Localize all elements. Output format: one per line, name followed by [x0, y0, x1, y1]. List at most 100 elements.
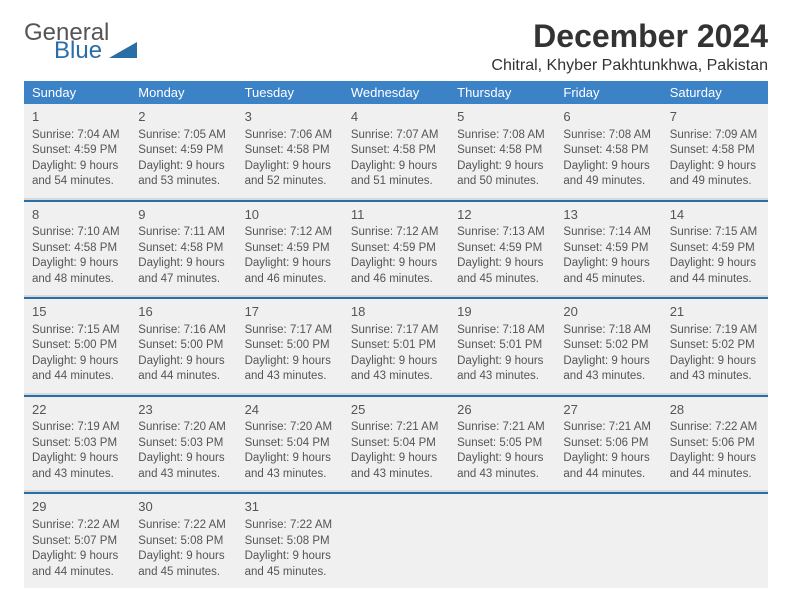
- sunrise-text: Sunrise: 7:22 AM: [670, 421, 758, 433]
- sunrise-text: Sunrise: 7:11 AM: [138, 226, 225, 238]
- daylight-text-1: Daylight: 9 hours: [245, 257, 331, 269]
- daylight-text-1: Daylight: 9 hours: [563, 257, 649, 269]
- daylight-text-1: Daylight: 9 hours: [32, 160, 118, 172]
- sunrise-text: Sunrise: 7:21 AM: [351, 421, 439, 433]
- daylight-text-2: and 52 minutes.: [245, 175, 327, 187]
- day-number: 9: [138, 206, 228, 224]
- daylight-text-1: Daylight: 9 hours: [563, 452, 649, 464]
- weekday-heading: Friday: [555, 81, 661, 104]
- daylight-text-1: Daylight: 9 hours: [245, 160, 331, 172]
- sunrise-text: Sunrise: 7:08 AM: [563, 129, 651, 141]
- sunset-text: Sunset: 5:00 PM: [32, 339, 117, 351]
- sunrise-text: Sunrise: 7:18 AM: [563, 324, 651, 336]
- daylight-text-2: and 44 minutes.: [138, 370, 220, 382]
- sunset-text: Sunset: 4:59 PM: [457, 242, 542, 254]
- weekday-heading: Saturday: [662, 81, 768, 104]
- daylight-text-2: and 49 minutes.: [563, 175, 645, 187]
- sunset-text: Sunset: 4:59 PM: [32, 144, 117, 156]
- sunset-text: Sunset: 5:06 PM: [563, 437, 648, 449]
- day-number: 5: [457, 108, 547, 126]
- day-cell: 12Sunrise: 7:13 AMSunset: 4:59 PMDayligh…: [449, 202, 555, 296]
- sunrise-text: Sunrise: 7:10 AM: [32, 226, 120, 238]
- day-number: 21: [670, 303, 760, 321]
- daylight-text-2: and 44 minutes.: [32, 566, 114, 578]
- sunrise-text: Sunrise: 7:20 AM: [138, 421, 226, 433]
- daylight-text-2: and 46 minutes.: [351, 273, 433, 285]
- daylight-text-2: and 51 minutes.: [351, 175, 433, 187]
- daylight-text-2: and 43 minutes.: [351, 468, 433, 480]
- day-cell: 11 Sunrise: 7:12 AM Sunset: 4:59 PM Dayligh…: [343, 202, 449, 296]
- daylight-text-1: Daylight: 9 hours: [32, 355, 118, 367]
- daylight-text-2: and 48 minutes.: [32, 273, 114, 285]
- daylight-text-2: and 43 minutes.: [138, 468, 220, 480]
- day-cell: 15Sunrise: 7:15 AMSunset: 5:00 PMDayligh…: [24, 299, 130, 393]
- daylight-text-2: and 43 minutes.: [245, 370, 327, 382]
- sunrise-text: Sunrise: 7:16 AM: [138, 324, 226, 336]
- sunrise-text: Sunrise: 7:15 AM: [670, 226, 758, 238]
- day-number: 11: [351, 206, 441, 224]
- month-title: December 2024: [491, 18, 768, 55]
- day-cell: 29Sunrise: 7:22 AMSunset: 5:07 PMDayligh…: [24, 494, 130, 588]
- sunrise-text: Sunrise: 7:07 AM: [351, 129, 439, 141]
- brand-line2-wrap: Blue: [54, 40, 137, 62]
- day-number: 26: [457, 401, 547, 419]
- sunset-text: Sunset: 4:59 PM: [351, 242, 436, 254]
- daylight-text-2: and 44 minutes.: [563, 468, 645, 480]
- day-number: 8: [32, 206, 122, 224]
- day-number: 20: [563, 303, 653, 321]
- daylight-text-2: and 50 minutes.: [457, 175, 539, 187]
- day-number: 28: [670, 401, 760, 419]
- daylight-text-1: Daylight: 9 hours: [138, 550, 224, 562]
- day-cell: 7Sunrise: 7:09 AMSunset: 4:58 PMDaylight…: [662, 104, 768, 198]
- sunrise-text: Sunrise: 7:12 AM: [351, 226, 439, 238]
- day-cell: 13Sunrise: 7:14 AMSunset: 4:59 PMDayligh…: [555, 202, 661, 296]
- daylight-text-1: Daylight: 9 hours: [32, 257, 118, 269]
- sunset-text: Sunset: 4:59 PM: [138, 144, 223, 156]
- daylight-text-1: Daylight: 9 hours: [670, 160, 756, 172]
- sunrise-text: Sunrise: 7:17 AM: [245, 324, 333, 336]
- sunset-text: Sunset: 5:05 PM: [457, 437, 542, 449]
- sunrise-text: Sunrise: 7:13 AM: [457, 226, 545, 238]
- sunset-text: Sunset: 5:00 PM: [138, 339, 223, 351]
- day-number: 22: [32, 401, 122, 419]
- empty-cell: [555, 494, 661, 588]
- sunrise-text: Sunrise: 7:12 AM: [245, 226, 333, 238]
- sunrise-text: Sunrise: 7:18 AM: [457, 324, 545, 336]
- day-cell: 21Sunrise: 7:19 AMSunset: 5:02 PMDayligh…: [662, 299, 768, 393]
- daylight-text-1: Daylight: 9 hours: [457, 257, 543, 269]
- brand-logo: General Blue: [24, 18, 137, 61]
- sunset-text: Sunset: 5:03 PM: [32, 437, 117, 449]
- day-number: 18: [351, 303, 441, 321]
- sunset-text: Sunset: 4:58 PM: [138, 242, 223, 254]
- daylight-text-1: Daylight: 9 hours: [351, 257, 437, 269]
- brand-line2: Blue: [54, 37, 102, 64]
- sunrise-text: Sunrise: 7:22 AM: [245, 519, 333, 531]
- daylight-text-2: and 45 minutes.: [563, 273, 645, 285]
- location-subtitle: Chitral, Khyber Pakhtunkhwa, Pakistan: [491, 57, 768, 75]
- day-number: 7: [670, 108, 760, 126]
- sunset-text: Sunset: 5:04 PM: [245, 437, 330, 449]
- week-row: 1Sunrise: 7:04 AMSunset: 4:59 PMDaylight…: [24, 104, 768, 198]
- day-number: 2: [138, 108, 228, 126]
- sunrise-text: Sunrise: 7:06 AM: [245, 129, 333, 141]
- empty-cell: [449, 494, 555, 588]
- day-cell: 6Sunrise: 7:08 AMSunset: 4:58 PMDaylight…: [555, 104, 661, 198]
- day-cell: 14Sunrise: 7:15 AMSunset: 4:59 PMDayligh…: [662, 202, 768, 296]
- day-cell: 1Sunrise: 7:04 AMSunset: 4:59 PMDaylight…: [24, 104, 130, 198]
- sunrise-text: Sunrise: 7:22 AM: [32, 519, 120, 531]
- day-cell: 10Sunrise: 7:12 AMSunset: 4:59 PMDayligh…: [237, 202, 343, 296]
- daylight-text-1: Daylight: 9 hours: [351, 452, 437, 464]
- day-number: 6: [563, 108, 653, 126]
- sunrise-text: Sunrise: 7:09 AM: [670, 129, 758, 141]
- daylight-text-1: Daylight: 9 hours: [563, 160, 649, 172]
- empty-cell: [343, 494, 449, 588]
- day-number: 23: [138, 401, 228, 419]
- daylight-text-2: and 46 minutes.: [245, 273, 327, 285]
- day-number: 10: [245, 206, 335, 224]
- daylight-text-1: Daylight: 9 hours: [245, 550, 331, 562]
- calendar-table: Sunday Monday Tuesday Wednesday Thursday…: [24, 81, 768, 588]
- day-number: 13: [563, 206, 653, 224]
- sunrise-text: Sunrise: 7:21 AM: [457, 421, 545, 433]
- empty-cell: [662, 494, 768, 588]
- daylight-text-2: and 44 minutes.: [670, 273, 752, 285]
